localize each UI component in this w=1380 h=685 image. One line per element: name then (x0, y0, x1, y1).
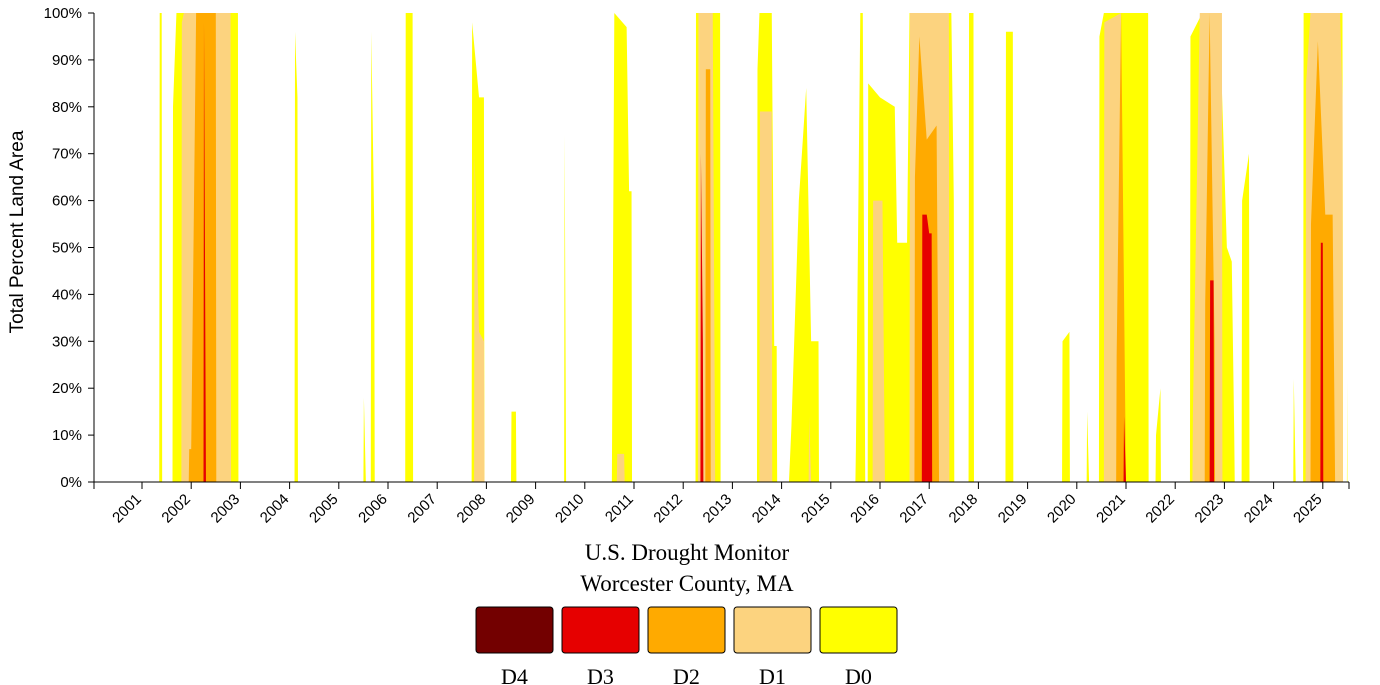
x-tick-label: 2003 (208, 491, 244, 527)
y-tick-label: 60% (52, 193, 82, 210)
legend-swatch-d4 (475, 606, 554, 654)
x-tick-label: 2009 (503, 491, 539, 527)
x-tick-label: 2019 (995, 491, 1031, 527)
x-tick-label: 2020 (1044, 491, 1080, 527)
y-tick-label: 100% (44, 5, 82, 22)
x-axis: 2001 2002 2003 2004 2005 2006 2007 2008 2009 2010… (93, 481, 1350, 527)
drought-areas (159, 13, 1348, 482)
legend-swatch-d3 (561, 606, 640, 654)
series-area-d1 (181, 13, 1343, 482)
legend: D4 D3 D2 D1 D0 (475, 606, 898, 685)
x-tick-label: 2016 (847, 491, 883, 527)
y-axis: 0% 10% 20% 30% 40% 50% 60% 70% 80% 90% 100% (44, 5, 95, 491)
x-tick-label: 2024 (1241, 491, 1277, 527)
y-tick-label: 80% (52, 99, 82, 116)
x-tick-label: 2005 (306, 491, 342, 527)
legend-label-d2: D2 (673, 664, 700, 685)
y-tick-label: 0% (60, 474, 82, 491)
y-tick-label: 50% (52, 240, 82, 257)
legend-label-d0: D0 (845, 664, 872, 685)
x-tick-label: 2022 (1142, 491, 1178, 527)
x-tick-label: 2025 (1290, 491, 1326, 527)
y-tick-label: 10% (52, 427, 82, 444)
legend-swatch-d1 (733, 606, 812, 654)
legend-label-d4: D4 (501, 664, 528, 685)
x-tick-label: 2018 (946, 491, 982, 527)
legend-label-d1: D1 (759, 664, 786, 685)
x-tick-label: 2014 (749, 491, 785, 527)
x-tick-label: 2015 (798, 491, 834, 527)
x-tick-label: 2001 (109, 491, 145, 527)
x-tick-label: 2004 (257, 491, 293, 527)
legend-swatch-d2 (647, 606, 726, 654)
legend-label-d3: D3 (587, 664, 614, 685)
chart-title: U.S. Drought Monitor (585, 540, 790, 565)
y-tick-label: 70% (52, 146, 82, 163)
chart-subtitle: Worcester County, MA (580, 571, 794, 596)
series-area-d3 (203, 22, 1324, 482)
x-tick-label: 2010 (552, 491, 588, 527)
x-tick-label: 2002 (158, 491, 194, 527)
x-tick-label: 2013 (700, 491, 736, 527)
x-tick-label: 2008 (454, 491, 490, 527)
x-tick-label: 2012 (650, 491, 686, 527)
y-tick-label: 30% (52, 333, 82, 350)
x-tick-label: 2007 (404, 491, 440, 527)
x-tick-label: 2021 (1093, 491, 1129, 527)
x-tick-label: 2011 (602, 491, 637, 526)
y-tick-label: 90% (52, 52, 82, 69)
y-axis-title: Total Percent Land Area (7, 130, 28, 333)
x-tick-label: 2017 (896, 491, 932, 527)
x-tick-label: 2023 (1192, 491, 1228, 527)
x-tick-label: 2006 (355, 491, 391, 527)
legend-swatch-d0 (819, 606, 898, 654)
y-tick-label: 20% (52, 380, 82, 397)
series-area-d0 (159, 13, 1348, 482)
y-tick-label: 40% (52, 286, 82, 303)
